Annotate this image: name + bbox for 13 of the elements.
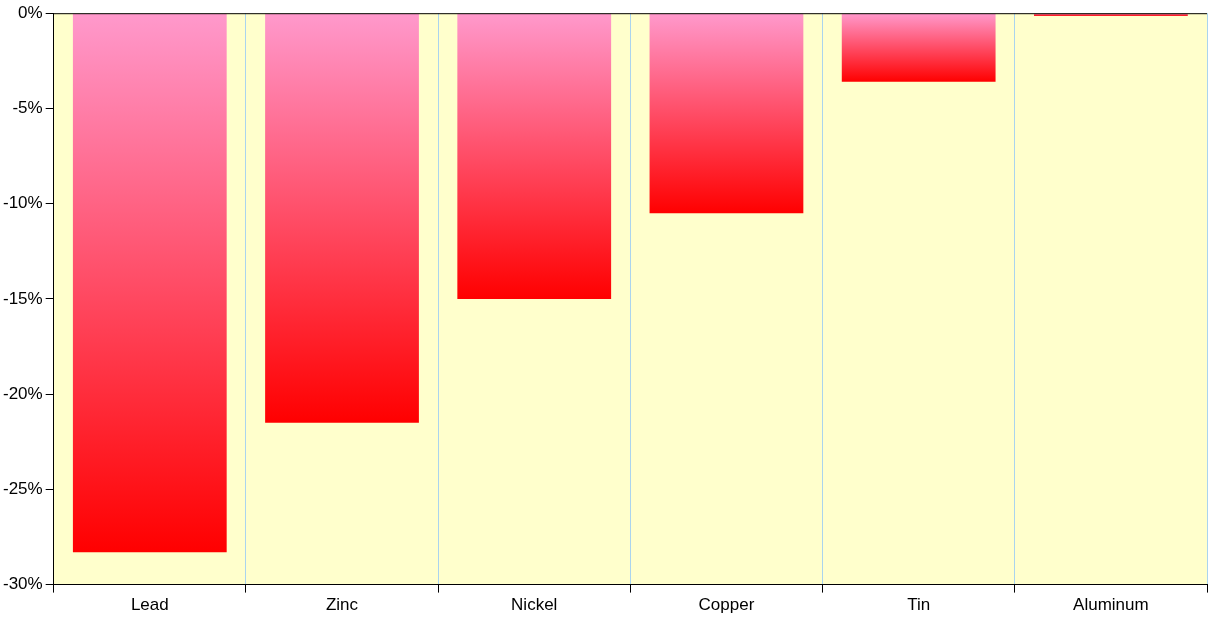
y-tick-label: -20% — [3, 383, 43, 403]
y-tick-label: -15% — [3, 288, 43, 308]
y-tick-label: -10% — [3, 193, 43, 213]
x-tick-label: Aluminum — [1073, 595, 1149, 615]
x-tick-label: Zinc — [325, 595, 359, 615]
x-tick-label: Nickel — [511, 595, 558, 615]
y-tick-label: -25% — [3, 479, 43, 499]
x-tick-label: Lead — [130, 595, 169, 615]
x-tick-label: Tin — [907, 595, 931, 615]
y-tick-label: -30% — [3, 574, 43, 594]
y-tick-label: -5% — [12, 98, 43, 118]
y-tick-label: 0% — [18, 2, 43, 22]
x-tick-label: Copper — [698, 595, 755, 615]
